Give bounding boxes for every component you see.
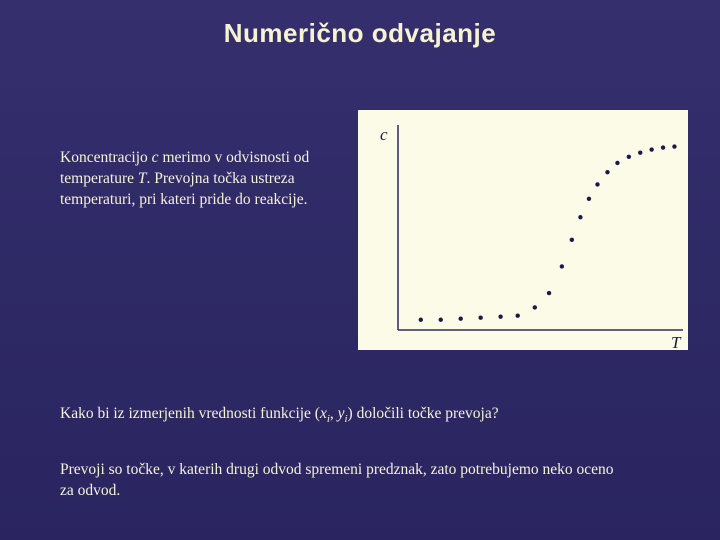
var-T: T: [138, 170, 147, 187]
slide-title: Numerično odvajanje: [0, 18, 720, 49]
q-text-1: Kako bi iz izmerjenih vrednosti funkcije…: [60, 405, 320, 422]
answer-paragraph: Prevoji so točke, v katerih drugi odvod …: [60, 460, 620, 502]
q-text-2: ) določili točke prevoja?: [348, 405, 499, 422]
var-c: c: [152, 149, 159, 166]
chart-svg: cT: [358, 110, 688, 350]
var-x: x: [320, 405, 327, 422]
q-comma: ,: [330, 405, 338, 422]
var-y: y: [338, 405, 345, 422]
svg-text:c: c: [380, 125, 388, 144]
p-text-1: Koncentracijo: [60, 149, 152, 166]
description-paragraph: Koncentracijo c merimo v odvisnosti od t…: [60, 148, 335, 211]
question-line: Kako bi iz izmerjenih vrednosti funkcije…: [60, 405, 680, 425]
svg-text:T: T: [671, 333, 682, 350]
chart-area: cT: [358, 110, 688, 350]
